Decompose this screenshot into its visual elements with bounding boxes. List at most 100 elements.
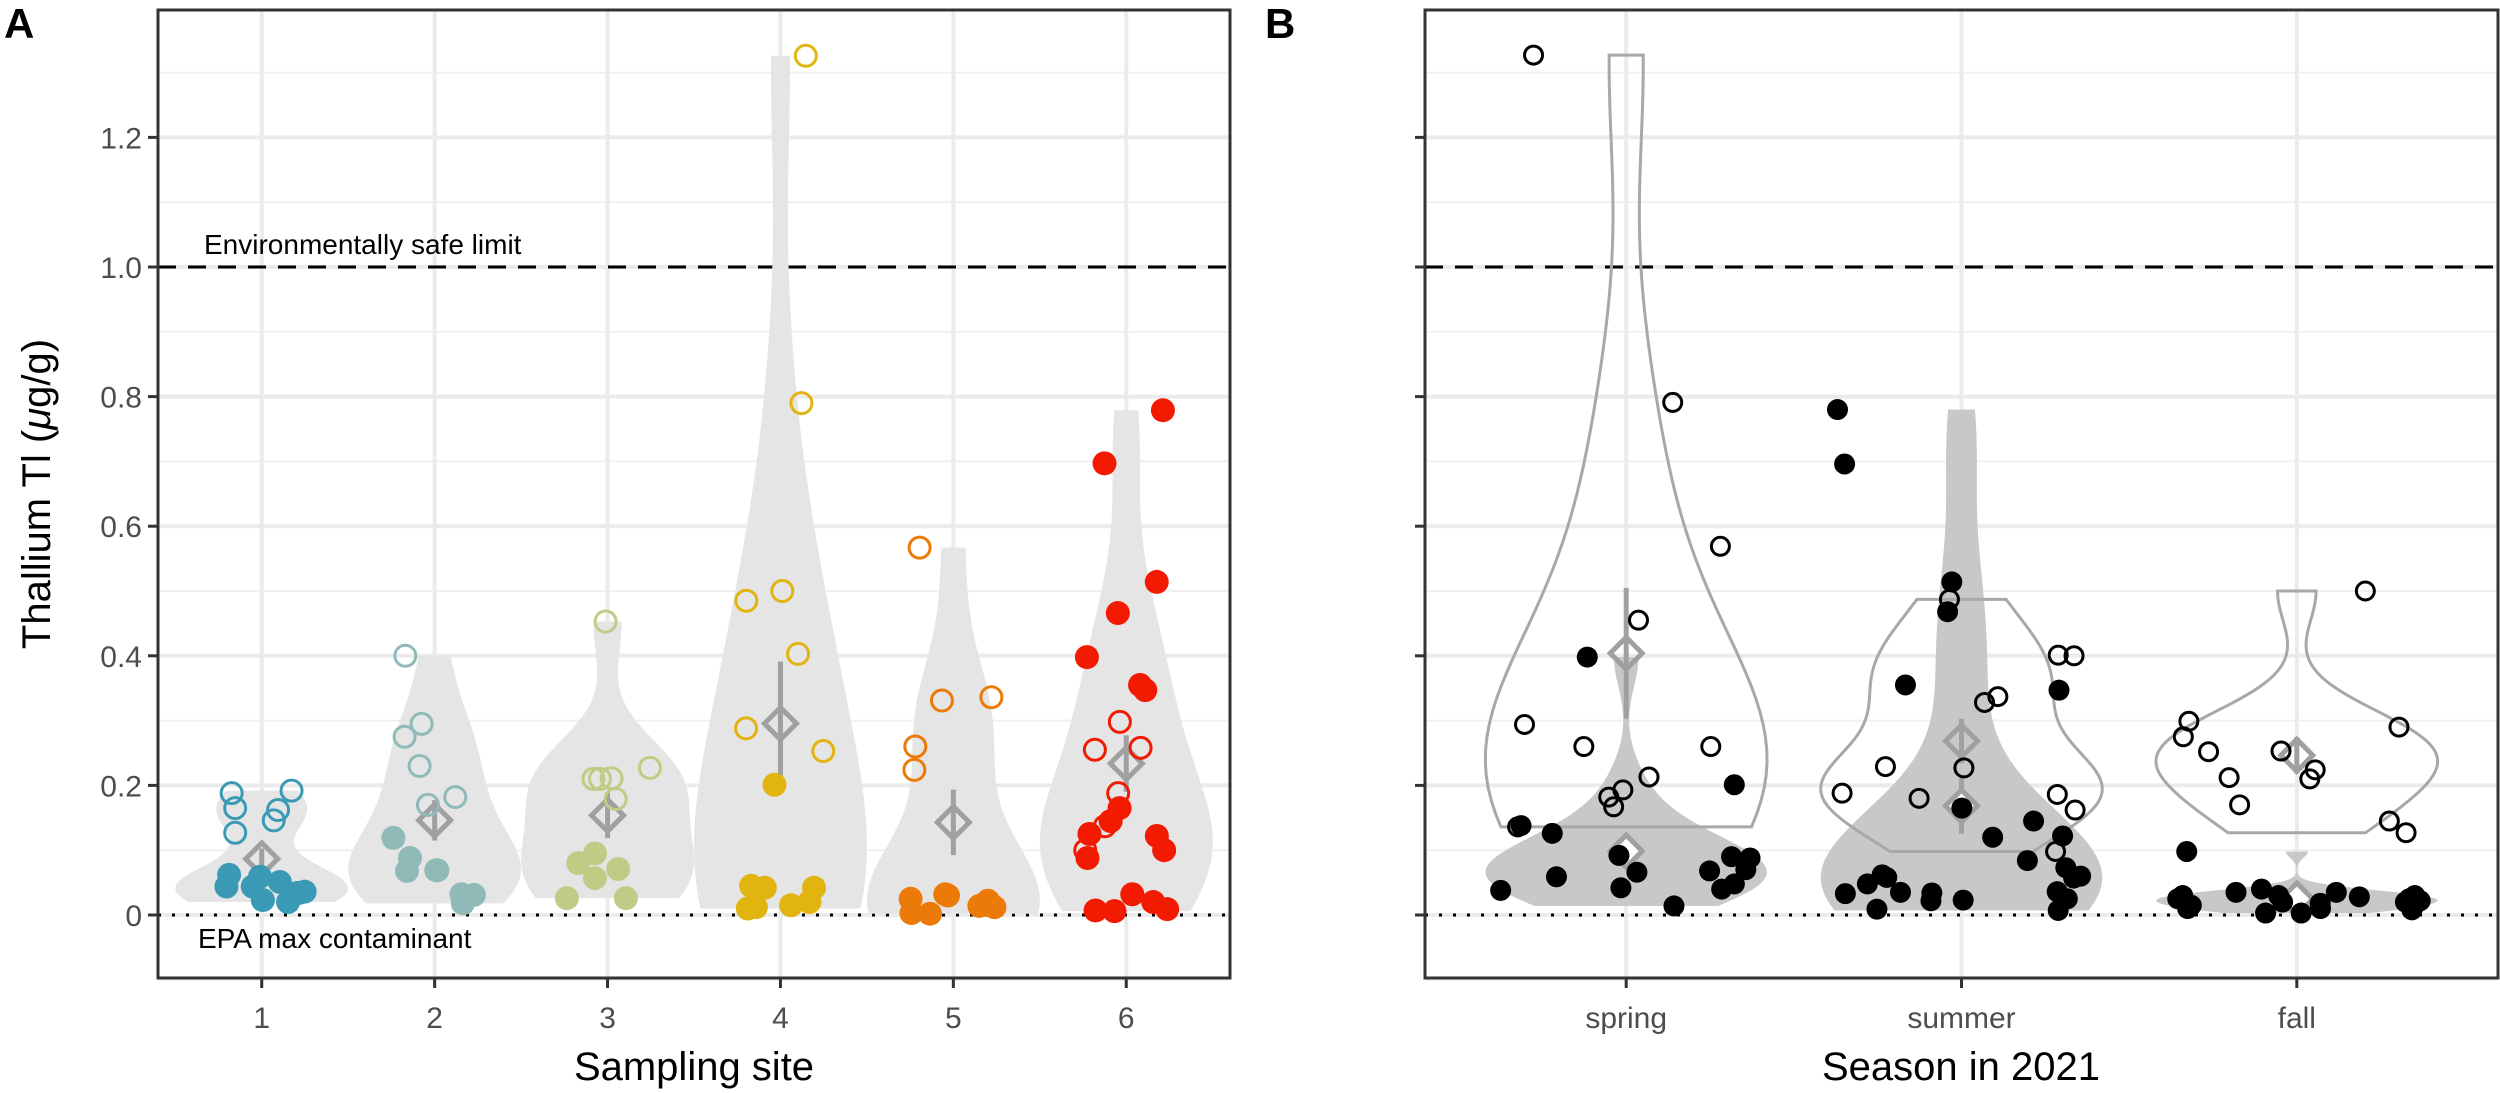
y-tick-label: 0.4 bbox=[100, 641, 142, 674]
data-point-filled bbox=[267, 869, 292, 894]
data-point-filled bbox=[1663, 895, 1685, 917]
data-point-filled bbox=[1102, 899, 1127, 924]
data-point-filled bbox=[1982, 826, 2004, 848]
data-point-open bbox=[1628, 609, 1650, 631]
data-point-filled bbox=[797, 890, 822, 915]
data-point-open bbox=[415, 792, 440, 817]
data-point-filled bbox=[2255, 902, 2277, 924]
data-point-filled bbox=[450, 891, 475, 916]
data-point-filled bbox=[1952, 889, 1974, 911]
data-point-filled bbox=[554, 886, 579, 911]
data-point-filled bbox=[2023, 810, 2045, 832]
data-point-filled bbox=[735, 896, 760, 921]
data-point-filled bbox=[1827, 399, 1849, 421]
data-point-filled bbox=[917, 901, 942, 926]
data-point-filled bbox=[1699, 860, 1721, 882]
violin-open-points bbox=[1483, 53, 1769, 829]
mean-diamond-open bbox=[1606, 633, 1646, 673]
x-tick-label: 3 bbox=[599, 1002, 616, 1035]
data-point-open bbox=[2299, 768, 2321, 790]
data-point-filled bbox=[1120, 882, 1145, 907]
data-point-open bbox=[811, 739, 836, 764]
data-point-open bbox=[2064, 799, 2086, 821]
data-point-open bbox=[734, 588, 759, 613]
x-tick-label: fall bbox=[2278, 1002, 2316, 1035]
data-point-filled bbox=[1074, 645, 1099, 670]
data-point-open bbox=[1662, 391, 1684, 413]
mean-diamond-open bbox=[2277, 735, 2317, 775]
data-point-open bbox=[219, 781, 244, 806]
x-axis-title-a: Sampling site bbox=[574, 1045, 814, 1089]
data-point-filled bbox=[1951, 797, 1973, 819]
data-point-open bbox=[2388, 716, 2410, 738]
data-point-filled bbox=[1866, 898, 1888, 920]
data-point-open bbox=[1953, 757, 1975, 779]
data-point-filled bbox=[613, 886, 638, 911]
data-point-filled bbox=[1856, 873, 1878, 895]
data-point-open bbox=[1514, 713, 1536, 735]
y-tick-label: 0.2 bbox=[100, 770, 142, 803]
data-point-open bbox=[279, 778, 304, 803]
data-point-open bbox=[2378, 810, 2400, 832]
data-point-filled bbox=[240, 874, 265, 899]
data-point-open bbox=[929, 688, 954, 713]
violin-filled-points bbox=[1820, 409, 2103, 911]
data-point-filled bbox=[1133, 678, 1158, 703]
y-tick-label: 0.8 bbox=[100, 382, 142, 415]
data-point-open bbox=[2229, 794, 2251, 816]
data-point-open bbox=[1700, 736, 1722, 758]
data-point-filled bbox=[2016, 850, 2038, 872]
data-point-open bbox=[407, 753, 432, 778]
data-point-open bbox=[1523, 44, 1545, 66]
data-point-open bbox=[902, 757, 927, 782]
data-point-filled bbox=[1152, 838, 1177, 863]
data-point-filled bbox=[779, 893, 804, 918]
data-point-filled bbox=[424, 858, 449, 883]
data-point-open bbox=[587, 766, 612, 791]
data-point-filled bbox=[1941, 571, 1963, 593]
data-point-filled bbox=[1545, 866, 1567, 888]
data-point-filled bbox=[1735, 859, 1757, 881]
data-point-filled bbox=[394, 858, 419, 883]
data-point-open bbox=[637, 755, 662, 780]
data-point-open bbox=[2172, 726, 2194, 748]
data-point-open bbox=[789, 391, 814, 416]
data-point-filled bbox=[1098, 809, 1123, 834]
data-point-open bbox=[581, 766, 606, 791]
data-point-filled bbox=[1834, 883, 1856, 905]
data-point-filled bbox=[2047, 899, 2069, 921]
x-tick-label: 1 bbox=[253, 1002, 270, 1035]
x-tick-label: summer bbox=[1907, 1002, 2015, 1035]
safe-limit-label: Environmentally safe limit bbox=[204, 229, 522, 260]
panel-label-a: A bbox=[4, 0, 34, 47]
x-axis-title-b: Season in 2021 bbox=[1822, 1045, 2100, 1089]
data-point-filled bbox=[606, 856, 631, 881]
data-point-filled bbox=[582, 866, 607, 891]
mean-diamond bbox=[933, 802, 973, 842]
data-point-open bbox=[392, 724, 417, 749]
data-point-open bbox=[2395, 822, 2417, 844]
x-tick-label: 5 bbox=[945, 1002, 962, 1035]
data-point-open bbox=[603, 787, 628, 812]
data-point-filled bbox=[1721, 846, 1743, 868]
data-point-open bbox=[2198, 741, 2220, 763]
panel-border bbox=[156, 8, 1232, 980]
data-point-open bbox=[979, 685, 1004, 710]
data-point-open bbox=[1709, 535, 1731, 557]
violin bbox=[866, 547, 1040, 914]
data-point-open bbox=[793, 43, 818, 68]
data-point-filled bbox=[2063, 867, 2085, 889]
mean-diamond bbox=[760, 704, 800, 744]
data-point-open bbox=[1573, 736, 1595, 758]
violin bbox=[694, 55, 867, 909]
data-point-open bbox=[2354, 580, 2376, 602]
violin bbox=[1039, 410, 1213, 912]
data-point-open bbox=[770, 579, 795, 603]
data-point-filled bbox=[1077, 822, 1102, 846]
data-point-filled bbox=[1092, 451, 1117, 476]
data-point-filled bbox=[1834, 453, 1856, 475]
y-tick-label: 0.6 bbox=[100, 511, 142, 544]
data-point-filled bbox=[2348, 886, 2370, 908]
panel-border bbox=[1423, 8, 2500, 980]
